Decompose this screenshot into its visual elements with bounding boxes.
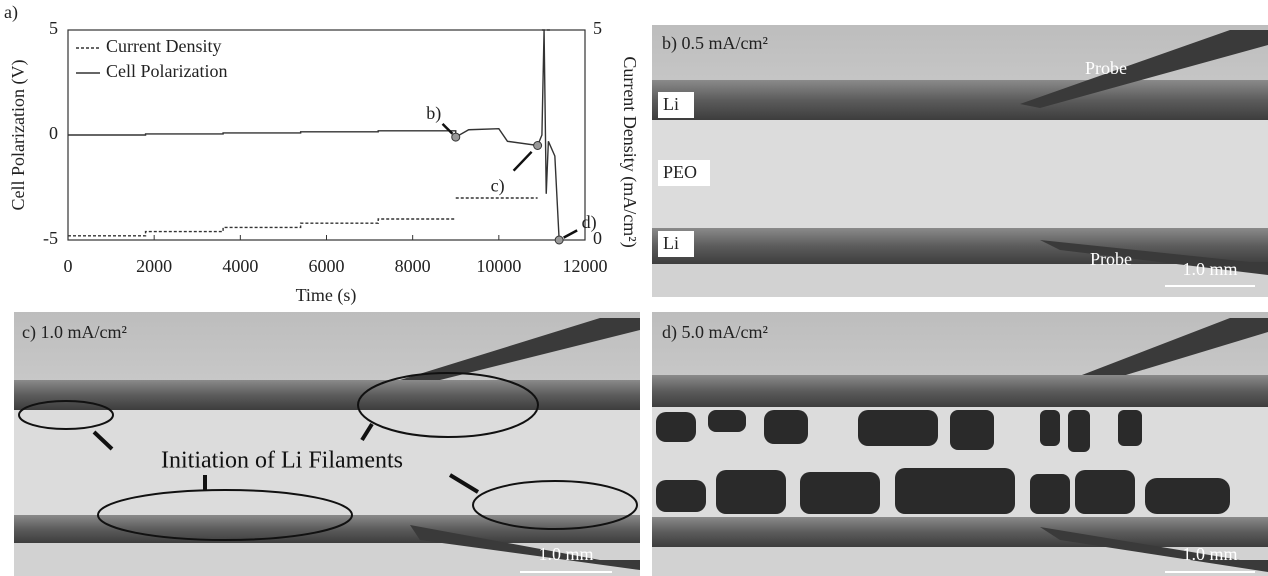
y2-axis-label: Current Density (mA/cm²) (619, 56, 640, 247)
image-label: Probe (1085, 58, 1127, 78)
panel-label: a) (4, 2, 18, 23)
x-tick-label: 0 (64, 256, 73, 276)
marker (451, 132, 461, 142)
series-line (68, 29, 551, 237)
y-tick-label: -5 (43, 228, 58, 248)
y2-tick-label: 5 (593, 18, 602, 38)
x-tick-label: 2000 (136, 256, 172, 276)
legend-label: Current Density (106, 36, 221, 56)
image-label: Li (663, 94, 679, 114)
marker-label: d) (582, 212, 597, 233)
image-label: Li (663, 233, 679, 253)
image-label: Probe (1090, 249, 1132, 269)
micrograph-b (652, 25, 1268, 297)
micrograph-d (652, 312, 1268, 576)
chart: 0 2000 4000 6000 8000 10000 12000 -5 0 5 0 5 Current… (43, 18, 608, 276)
legend-label: Cell Polarization (106, 61, 227, 81)
scale-bar-label: 1.0 mm (538, 544, 593, 564)
marker-arrow (441, 123, 454, 135)
x-tick-label: 6000 (309, 256, 345, 276)
y-tick-label: 0 (49, 123, 58, 143)
y2-tick-label: 0 (593, 228, 602, 248)
x-tick-label: 12000 (563, 256, 608, 276)
panel-label: d) 5.0 mA/cm² (662, 322, 768, 343)
x-tick-label: 10000 (476, 256, 521, 276)
marker-arrow (563, 229, 578, 239)
marker-label: b) (426, 103, 441, 124)
scale-bar-label: 1.0 mm (1182, 259, 1237, 279)
annotation: Initiation of Li Filaments (161, 448, 403, 474)
marker-label: c) (491, 176, 505, 197)
x-tick-label: 8000 (395, 256, 431, 276)
marker (533, 141, 543, 150)
panel-label: b) 0.5 mA/cm² (662, 33, 768, 54)
micrograph-c (14, 312, 640, 576)
y-tick-label: 5 (49, 18, 58, 38)
panel-label: c) 1.0 mA/cm² (22, 322, 127, 343)
x-axis-label: Time (s) (296, 285, 357, 306)
x-tick-label: 4000 (222, 256, 258, 276)
image-label: PEO (663, 162, 697, 182)
marker (554, 235, 564, 245)
marker-arrow (512, 150, 533, 172)
y-axis-label: Cell Polarization (V) (8, 60, 29, 211)
scale-bar-label: 1.0 mm (1182, 544, 1237, 564)
